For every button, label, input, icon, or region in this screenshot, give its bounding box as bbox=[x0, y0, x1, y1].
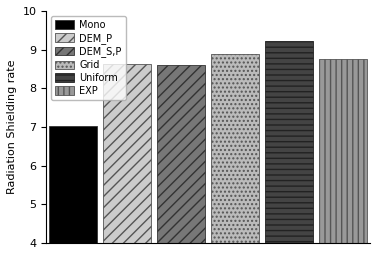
Bar bbox=[211, 54, 259, 243]
Bar bbox=[103, 64, 152, 243]
Legend: Mono, DEM_P, DEM_S,P, Grid, Uniform, EXP: Mono, DEM_P, DEM_S,P, Grid, Uniform, EXP bbox=[51, 16, 126, 100]
Bar bbox=[157, 65, 205, 243]
Bar bbox=[265, 41, 313, 243]
Bar bbox=[49, 126, 98, 243]
Y-axis label: Radiation Shielding rate: Radiation Shielding rate bbox=[7, 60, 17, 194]
Bar bbox=[319, 59, 367, 243]
